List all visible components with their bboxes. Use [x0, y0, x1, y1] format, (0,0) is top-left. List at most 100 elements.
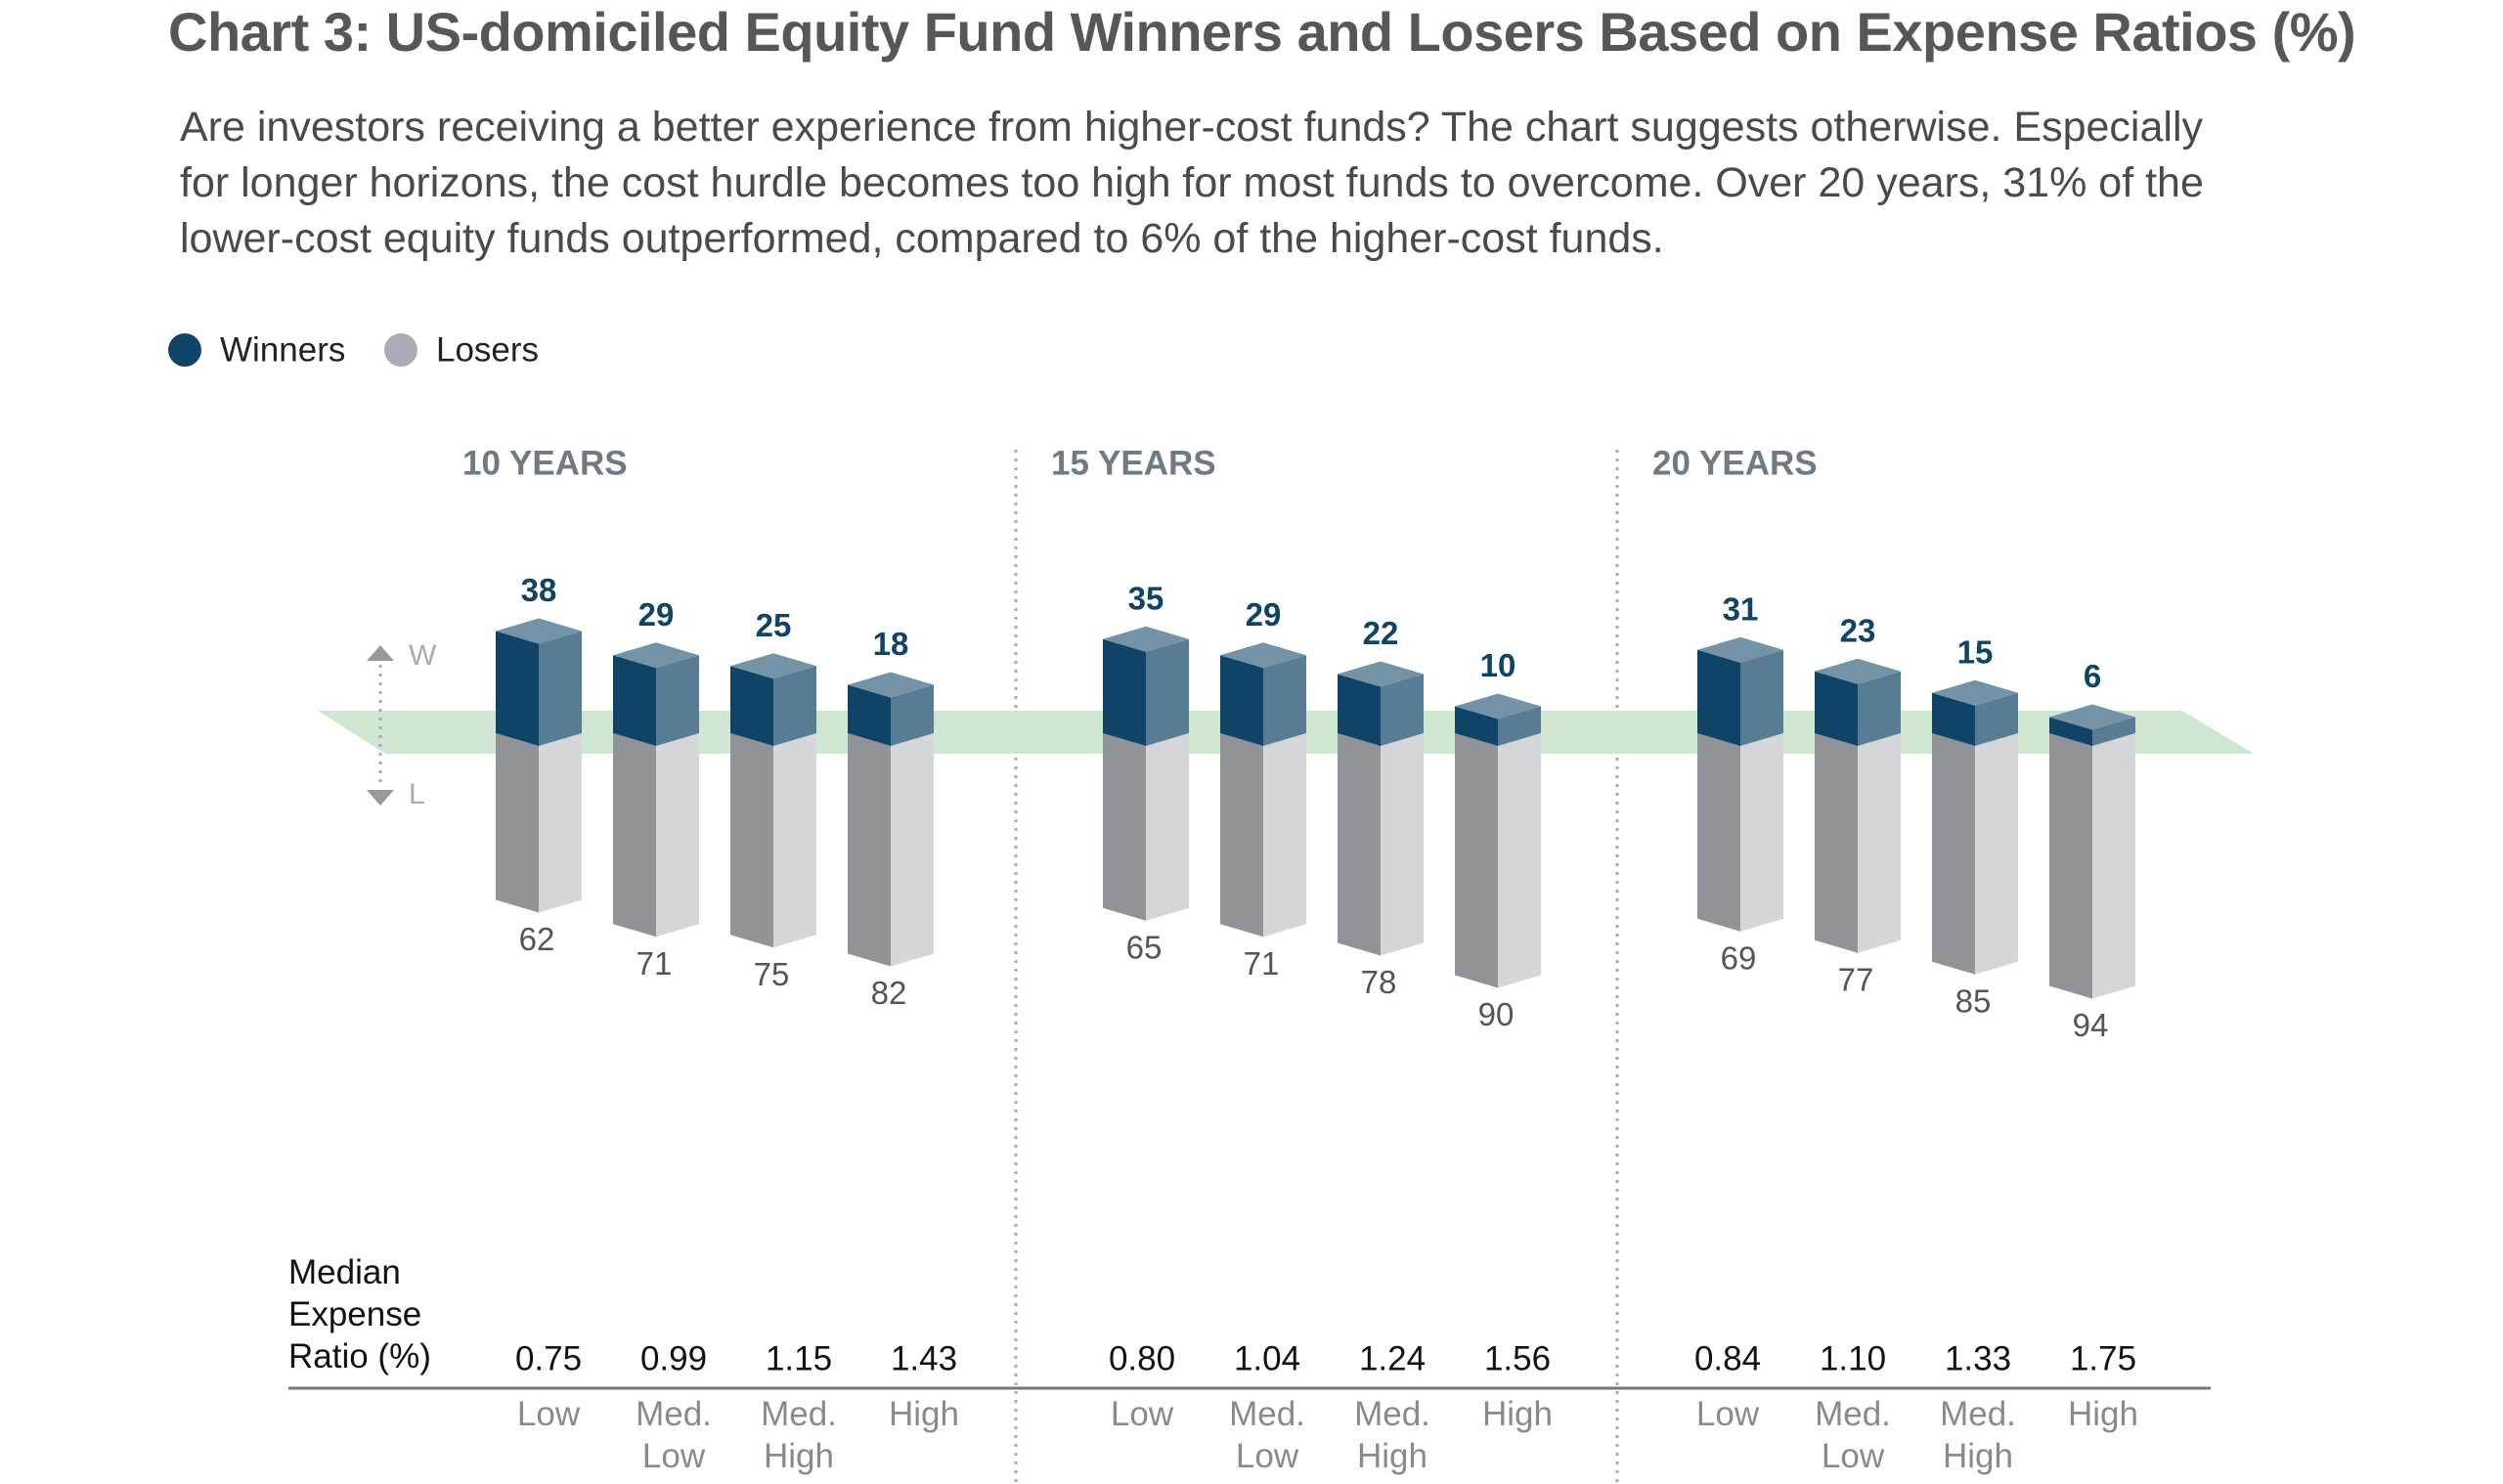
bar-face	[1858, 671, 1901, 746]
loser-value-label: 71	[1244, 945, 1280, 982]
loser-value-label: 75	[754, 956, 790, 992]
loser-bar	[613, 733, 699, 938]
winner-value-label: 22	[1363, 615, 1399, 651]
bar-face	[1455, 706, 1498, 746]
loser-bar	[2049, 733, 2135, 999]
loser-value-label: 90	[1478, 996, 1515, 1032]
winner-bar	[1103, 626, 1189, 746]
expense-ratio-value: 1.33	[1945, 1339, 2011, 1377]
loser-bar	[496, 733, 582, 913]
panel-label: 10 YEARS	[462, 444, 628, 482]
expense-ratio-value: 1.43	[891, 1339, 957, 1377]
loser-bar	[1697, 733, 1783, 932]
winner-bar	[1815, 658, 1901, 746]
loser-value-label: 62	[519, 921, 555, 957]
category-label: Med. High	[1940, 1395, 2016, 1475]
winner-bar	[2049, 704, 2135, 746]
bar-face	[1146, 733, 1189, 921]
bar-face	[1455, 693, 1541, 720]
category-label: High	[1482, 1395, 1553, 1433]
category-label: Low	[1695, 1395, 1760, 1433]
bar-face	[613, 642, 699, 669]
loser-bar	[730, 733, 816, 948]
winner-value-label: 6	[2084, 658, 2101, 694]
winner-bar	[730, 653, 816, 746]
winner-bar	[496, 618, 582, 746]
bar-face	[1146, 638, 1189, 746]
bar-face	[1455, 733, 1498, 988]
panel-label: 20 YEARS	[1652, 444, 1818, 482]
expense-ratio-value: 1.10	[1820, 1339, 1886, 1377]
bar-face	[496, 733, 539, 913]
bar-face	[730, 733, 773, 948]
bar-face	[1381, 674, 1424, 746]
chart-subtitle: Are investors receiving a better experie…	[180, 104, 2204, 262]
bar-face	[1220, 655, 1263, 746]
bar-face	[613, 655, 656, 746]
expense-ratio-value: 0.80	[1109, 1339, 1175, 1377]
bar-face	[2049, 733, 2092, 999]
bar-face	[1498, 706, 1541, 746]
bar-face	[2092, 733, 2135, 999]
loser-bar	[1455, 733, 1541, 988]
bar-face	[2092, 717, 2135, 746]
category-label: Med. High	[1354, 1395, 1430, 1475]
bar-face	[848, 684, 891, 746]
bar-face	[539, 631, 582, 746]
bar-face	[1815, 658, 1901, 684]
bar-face	[1103, 638, 1146, 746]
bar-face	[1697, 733, 1740, 932]
panel-label: 15 YEARS	[1051, 444, 1216, 482]
bar-face	[1263, 655, 1306, 746]
chart-title: Chart 3: US-domiciled Equity Fund Winner…	[168, 1, 2356, 63]
loser-value-label: 69	[1721, 939, 1757, 976]
bar-face	[773, 733, 816, 948]
legend-label: Losers	[436, 330, 539, 369]
winner-bar	[1220, 642, 1306, 746]
category-label: High	[889, 1395, 959, 1433]
winner-bar	[1932, 679, 2018, 746]
legend-label: Winners	[220, 330, 345, 369]
loser-value-label: 78	[1361, 964, 1397, 1000]
bar-face	[891, 684, 934, 746]
category-label: Med. Low	[1815, 1395, 1891, 1475]
loser-value-label: 85	[1955, 982, 1992, 1019]
bar-face	[1220, 733, 1263, 938]
winner-value-label: 29	[1246, 596, 1282, 633]
loser-bar	[848, 733, 934, 967]
expense-ratio-value: 1.15	[766, 1339, 832, 1377]
winner-value-label: 10	[1480, 647, 1516, 683]
bar-face	[496, 618, 582, 644]
bar-face	[613, 733, 656, 938]
expense-ratio-value: 0.84	[1694, 1339, 1761, 1377]
bar-face	[2049, 704, 2135, 730]
expense-ratio-value: 0.99	[640, 1339, 707, 1377]
bar-face	[1263, 733, 1306, 938]
loser-bar	[1932, 733, 2018, 975]
winner-value-label: 25	[756, 607, 792, 643]
bar-face	[1498, 733, 1541, 988]
bar-face	[656, 733, 699, 938]
bar-face	[539, 733, 582, 913]
winner-bar	[613, 642, 699, 746]
category-label: Low	[516, 1395, 581, 1433]
winner-bar	[1455, 693, 1541, 746]
expense-ratio-value: 1.75	[2070, 1339, 2136, 1377]
bar-face	[1381, 733, 1424, 956]
winner-value-label: 35	[1128, 580, 1164, 616]
bar-face	[1338, 733, 1381, 956]
bar-face	[1338, 661, 1424, 687]
direction-arrow	[367, 645, 394, 661]
loser-bar	[1103, 733, 1189, 921]
loser-bar	[1220, 733, 1306, 938]
bar-face	[1697, 649, 1740, 746]
bar-face	[1975, 733, 2018, 975]
winner-bar	[848, 672, 934, 746]
bar-face	[2049, 717, 2092, 746]
expense-ratio-value: 1.04	[1234, 1339, 1300, 1377]
bar-face	[496, 631, 539, 746]
bar-face	[1103, 733, 1146, 921]
bar-face	[1338, 674, 1381, 746]
